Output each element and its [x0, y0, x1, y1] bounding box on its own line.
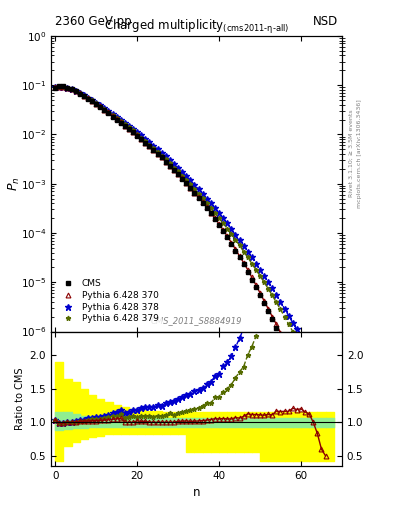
Pythia 6.428 370	[262, 298, 266, 304]
CMS	[167, 163, 172, 169]
Pythia 6.428 379	[167, 160, 172, 166]
Pythia 6.428 378	[98, 102, 103, 109]
Line: Pythia 6.428 378: Pythia 6.428 378	[52, 83, 329, 424]
Pythia 6.428 370	[167, 163, 172, 169]
Pythia 6.428 379	[98, 103, 103, 109]
Pythia 6.428 378	[307, 351, 312, 357]
Text: 2360 GeV pp: 2360 GeV pp	[55, 15, 132, 28]
Pythia 6.428 379	[323, 442, 328, 448]
Pythia 6.428 370	[180, 175, 185, 181]
CMS	[90, 98, 94, 104]
Pythia 6.428 379	[307, 363, 312, 369]
Line: CMS: CMS	[53, 84, 328, 467]
Pythia 6.428 378	[262, 272, 266, 279]
Text: CMS_2011_S8884919: CMS_2011_S8884919	[151, 316, 242, 326]
CMS	[53, 85, 57, 91]
Pythia 6.428 378	[167, 157, 172, 163]
Text: mcplots.cern.ch [arXiv:1306.3436]: mcplots.cern.ch [arXiv:1306.3436]	[357, 99, 362, 208]
Pythia 6.428 379	[262, 279, 266, 285]
Line: Pythia 6.428 379: Pythia 6.428 379	[53, 84, 328, 447]
Pythia 6.428 378	[323, 418, 328, 424]
X-axis label: n: n	[193, 486, 200, 499]
Legend: CMS, Pythia 6.428 370, Pythia 6.428 378, Pythia 6.428 379: CMS, Pythia 6.428 370, Pythia 6.428 378,…	[55, 275, 162, 327]
Pythia 6.428 370	[323, 476, 328, 482]
Y-axis label: Ratio to CMS: Ratio to CMS	[15, 368, 26, 430]
CMS	[57, 83, 62, 90]
CMS	[323, 461, 328, 467]
Pythia 6.428 370	[307, 395, 312, 401]
Pythia 6.428 379	[180, 173, 185, 179]
Pythia 6.428 378	[57, 83, 62, 90]
Text: NSD: NSD	[313, 15, 338, 28]
CMS	[98, 104, 103, 110]
Pythia 6.428 378	[180, 169, 185, 175]
CMS	[180, 176, 185, 182]
Y-axis label: $P_n$: $P_n$	[7, 177, 22, 191]
Text: Rivet 3.1.10; ≥ 3.5M events: Rivet 3.1.10; ≥ 3.5M events	[349, 110, 354, 198]
Line: Pythia 6.428 370: Pythia 6.428 370	[53, 84, 328, 482]
Pythia 6.428 370	[90, 98, 94, 104]
CMS	[262, 300, 266, 306]
Pythia 6.428 370	[57, 83, 62, 90]
Title: Charged multiplicity$_{\sf (cms2011\text{-}\eta\text{-}all)}$: Charged multiplicity$_{\sf (cms2011\text…	[104, 18, 289, 36]
CMS	[307, 397, 312, 403]
Pythia 6.428 370	[53, 84, 57, 91]
Pythia 6.428 370	[98, 103, 103, 110]
Pythia 6.428 378	[53, 84, 57, 91]
Pythia 6.428 379	[90, 97, 94, 103]
Pythia 6.428 378	[90, 97, 94, 103]
Pythia 6.428 379	[57, 83, 62, 90]
Pythia 6.428 379	[53, 84, 57, 91]
